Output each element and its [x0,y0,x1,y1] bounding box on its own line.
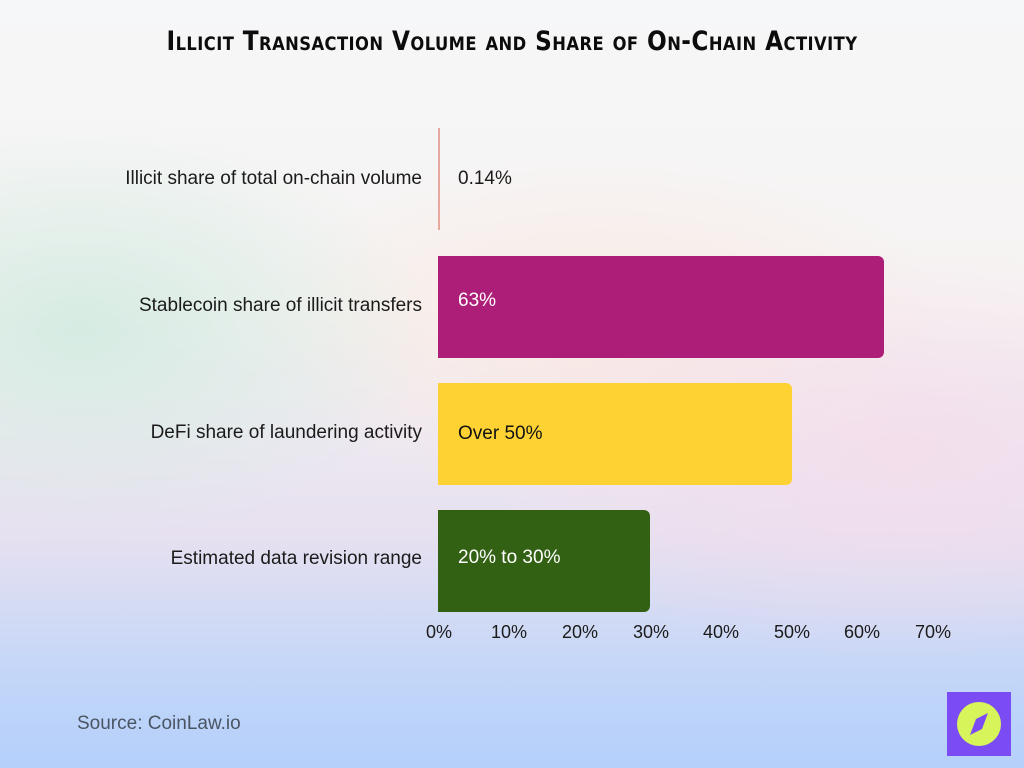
bar-value-label: 20% to 30% [458,547,561,568]
bar-data-revision [438,510,650,612]
category-label: Estimated data revision range [170,548,422,569]
category-label: Illicit share of total on-chain volume [125,168,422,189]
x-tick: 0% [425,622,453,642]
bar-value-label: 0.14% [458,168,512,189]
x-tick: 50% [773,622,811,642]
x-tick: 70% [914,622,952,642]
category-label: Stablecoin share of illicit transfers [138,295,422,316]
x-tick: 30% [632,622,670,642]
bar-defi-share [438,383,792,485]
x-tick: 40% [702,622,740,642]
bar-value-label: 63% [458,290,497,311]
bar-value-label: Over 50% [458,423,543,444]
brand-logo [947,692,1011,756]
x-tick: 20% [561,622,599,642]
bar-illicit-share [438,128,440,230]
source-note: Source: CoinLaw.io [77,713,241,734]
compass-icon [957,702,1001,746]
bar-stablecoin-share [438,256,884,358]
x-tick: 60% [843,622,881,642]
x-tick: 10% [490,622,528,642]
chart-title: Illicit Transaction Volume and Share of … [166,26,858,57]
category-label: DeFi share of laundering activity [150,422,422,443]
